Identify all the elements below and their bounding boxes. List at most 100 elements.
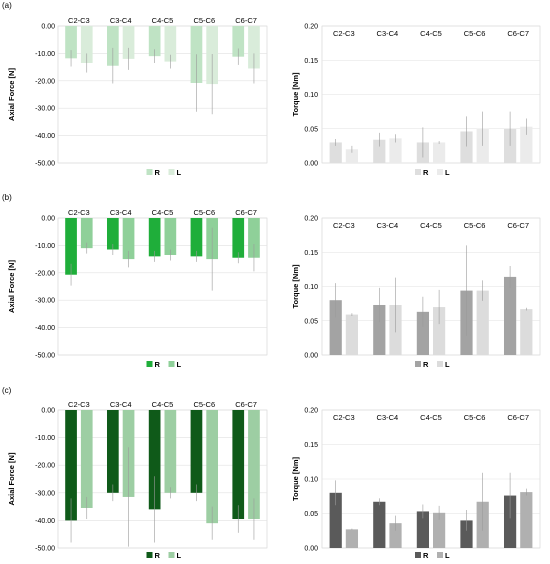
legend-label-l: L bbox=[445, 551, 450, 560]
bar-r bbox=[106, 26, 119, 66]
bar-l bbox=[248, 218, 260, 258]
y-tick-label: -20.00 bbox=[35, 463, 55, 470]
legend-label-r: R bbox=[423, 551, 429, 560]
y-axis-label: Axial Force [N] bbox=[7, 260, 16, 313]
bar-r bbox=[148, 410, 161, 510]
category-label: C3-C4 bbox=[110, 400, 132, 409]
legend-swatch-r bbox=[146, 552, 153, 558]
category-label: C6-C7 bbox=[507, 413, 529, 422]
bar-l bbox=[122, 26, 135, 59]
bar-r bbox=[329, 142, 342, 163]
category-label: C4-C5 bbox=[152, 16, 174, 25]
bar-r bbox=[373, 304, 386, 355]
category-label: C5-C6 bbox=[193, 400, 215, 409]
bar-r bbox=[460, 520, 473, 548]
bar-l bbox=[389, 523, 402, 548]
bar-r bbox=[65, 410, 77, 521]
category-label: C5-C6 bbox=[193, 16, 215, 25]
bar-l bbox=[122, 218, 135, 260]
y-tick-label: 0.15 bbox=[304, 442, 318, 449]
y-tick-label: -50.00 bbox=[35, 546, 55, 553]
category-label: C3-C4 bbox=[377, 29, 399, 38]
bar-r bbox=[190, 410, 203, 493]
y-axis-label: Torque [Nm] bbox=[291, 456, 300, 501]
y-tick-label: 0.20 bbox=[304, 216, 318, 223]
legend-swatch-l bbox=[168, 169, 175, 175]
y-tick-label: -20.00 bbox=[35, 270, 55, 277]
category-label: C6-C7 bbox=[507, 29, 529, 38]
category-label: C3-C4 bbox=[377, 413, 399, 422]
category-label: C6-C7 bbox=[235, 16, 257, 25]
bar-r bbox=[232, 26, 245, 57]
bar-r bbox=[106, 218, 119, 250]
bar-r bbox=[329, 300, 342, 355]
category-label: C3-C4 bbox=[110, 208, 132, 217]
bar-l bbox=[345, 149, 359, 163]
bar-l bbox=[520, 309, 533, 355]
legend-label-r: R bbox=[155, 551, 161, 560]
bar-r bbox=[503, 495, 517, 548]
y-tick-label: 0.00 bbox=[41, 216, 55, 223]
bar-r bbox=[106, 410, 119, 493]
y-tick-label: -10.00 bbox=[35, 51, 55, 58]
category-label: C2-C3 bbox=[68, 208, 90, 217]
legend-label-l: L bbox=[177, 360, 182, 369]
y-tick-label: 0.00 bbox=[304, 161, 318, 168]
category-label: C5-C6 bbox=[464, 413, 486, 422]
bar-l bbox=[164, 410, 177, 493]
y-axis-label: Axial Force [N] bbox=[7, 452, 16, 505]
category-label: C4-C5 bbox=[420, 29, 442, 38]
category-label: C5-C6 bbox=[464, 29, 486, 38]
y-tick-label: -30.00 bbox=[35, 490, 55, 497]
bar-r bbox=[373, 501, 386, 548]
y-tick-label: 0.10 bbox=[304, 477, 318, 484]
y-tick-label: -10.00 bbox=[35, 435, 55, 442]
bar-l bbox=[164, 218, 177, 255]
bar-l bbox=[433, 307, 446, 355]
bar-l bbox=[345, 529, 359, 548]
category-label: C4-C5 bbox=[420, 413, 442, 422]
bar-r bbox=[460, 131, 473, 163]
bar-l bbox=[80, 218, 93, 249]
y-tick-label: -50.00 bbox=[35, 353, 55, 360]
bar-r bbox=[503, 276, 517, 355]
y-axis-label: Torque [Nm] bbox=[291, 72, 300, 117]
bar-l bbox=[476, 290, 489, 355]
legend-swatch-l bbox=[168, 361, 175, 367]
legend-swatch-l bbox=[168, 552, 175, 558]
bar-r bbox=[373, 139, 386, 163]
panel-label: (c) bbox=[2, 386, 12, 395]
category-label: C6-C7 bbox=[235, 400, 257, 409]
y-tick-label: 0.05 bbox=[304, 318, 318, 325]
y-tick-label: 0.10 bbox=[304, 92, 318, 99]
y-tick-label: -40.00 bbox=[35, 133, 55, 140]
y-axis-label: Axial Force [N] bbox=[7, 68, 16, 121]
category-label: C3-C4 bbox=[377, 221, 399, 230]
y-tick-label: 0.00 bbox=[304, 353, 318, 360]
y-tick-label: 0.05 bbox=[304, 126, 318, 133]
y-tick-label: 0.20 bbox=[304, 408, 318, 415]
y-tick-label: -50.00 bbox=[35, 161, 55, 168]
y-tick-label: 0.20 bbox=[304, 24, 318, 31]
category-label: C4-C5 bbox=[152, 208, 174, 217]
legend-label-r: R bbox=[155, 168, 161, 177]
bar-l bbox=[206, 410, 219, 524]
category-label: C2-C3 bbox=[333, 221, 355, 230]
legend-swatch-r bbox=[146, 361, 153, 367]
y-tick-label: -40.00 bbox=[35, 518, 55, 525]
legend-label-l: L bbox=[177, 168, 182, 177]
legend-swatch-l bbox=[437, 169, 443, 175]
y-tick-label: 0.00 bbox=[41, 408, 55, 415]
bar-l bbox=[80, 410, 93, 508]
bar-r bbox=[148, 218, 161, 257]
category-label: C2-C3 bbox=[333, 413, 355, 422]
bar-l bbox=[164, 26, 177, 62]
category-label: C6-C7 bbox=[507, 221, 529, 230]
category-label: C6-C7 bbox=[235, 208, 257, 217]
bar-r bbox=[329, 492, 342, 548]
bar-l bbox=[248, 26, 260, 69]
legend-swatch-r bbox=[415, 552, 421, 558]
bar-l bbox=[80, 26, 93, 63]
legend-label-r: R bbox=[423, 168, 429, 177]
bar-r bbox=[416, 311, 429, 355]
